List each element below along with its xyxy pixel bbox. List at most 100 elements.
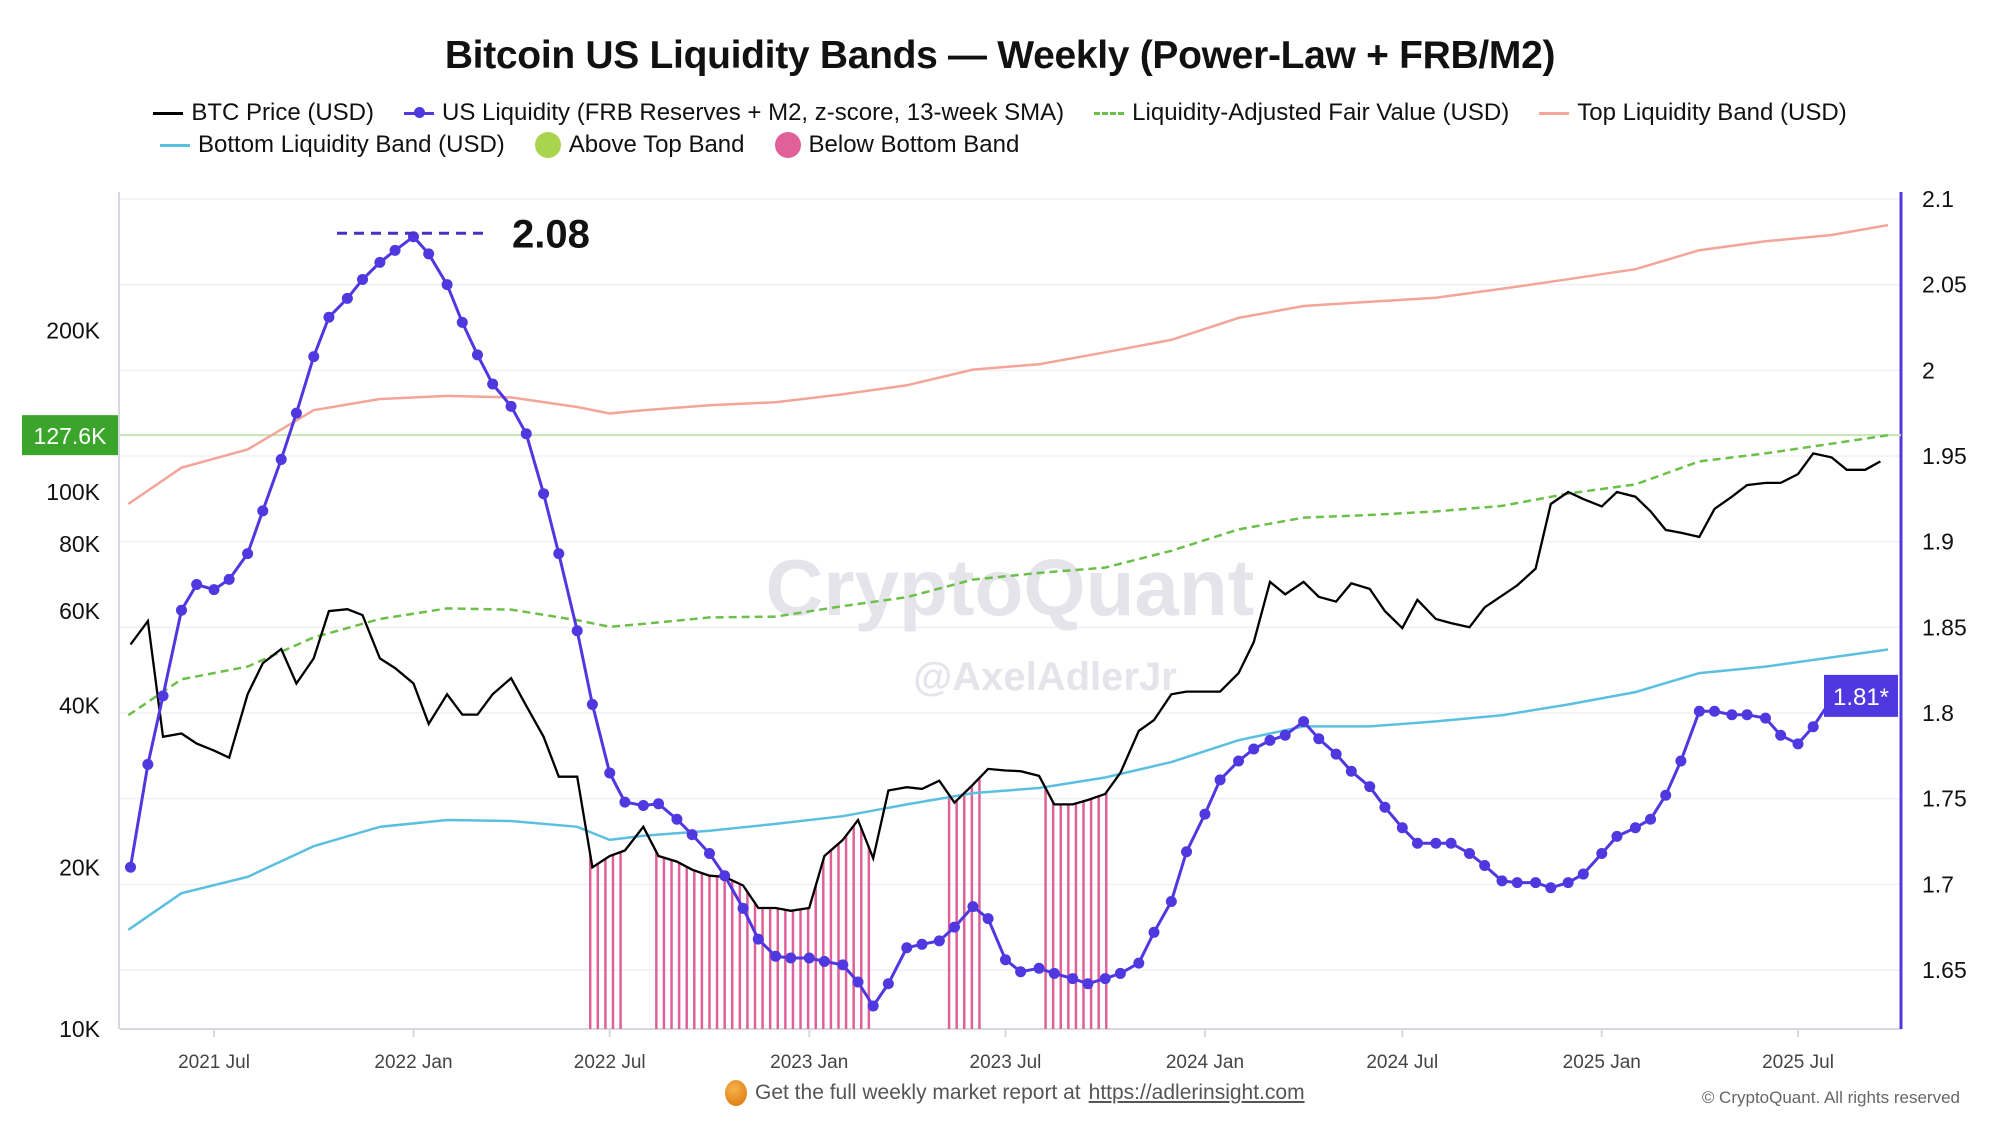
us-liquidity-point	[1775, 729, 1787, 741]
us-liquidity-point	[1181, 846, 1193, 858]
current-liquidity-label: 1.81*	[1833, 684, 1889, 711]
legend-label: Top Liquidity Band (USD)	[1577, 99, 1847, 126]
x-tick-label: 2024 Jan	[1166, 1052, 1244, 1073]
us-liquidity-point	[1233, 755, 1245, 767]
us-liquidity-point	[1248, 743, 1260, 755]
legend-item-fair[interactable]: Liquidity-Adjusted Fair Value (USD)	[1094, 99, 1509, 127]
us-liquidity-point	[1364, 781, 1376, 793]
us-liquidity-point	[1214, 774, 1226, 786]
orange-circle-icon	[725, 1080, 747, 1106]
legend-label: Above Top Band	[568, 131, 745, 158]
us-liquidity-point	[1148, 926, 1160, 938]
us-liquidity-point	[374, 256, 386, 268]
current-liquidity-box	[1824, 674, 1898, 717]
us-liquidity-point	[933, 935, 945, 947]
us-liquidity-point	[423, 248, 435, 260]
us-liquidity-point	[1114, 967, 1126, 979]
us-liquidity-point	[157, 690, 169, 702]
us-liquidity-point	[1099, 973, 1111, 985]
us-liquidity-point	[1611, 830, 1623, 842]
legend-swatch-top	[1539, 111, 1570, 115]
legend-label: BTC Price (USD)	[191, 99, 374, 126]
us-liquidity-point	[882, 978, 894, 990]
us-liquidity-point	[1596, 847, 1608, 859]
us-liquidity-point	[175, 604, 187, 616]
us-liquidity-point	[586, 698, 598, 710]
y-right-tick-label: 1.85	[1922, 614, 1967, 640]
us-liquidity-point	[471, 349, 483, 361]
legend-swatch-below	[774, 132, 801, 158]
us-liquidity-point	[553, 548, 565, 560]
us-liquidity-point	[1015, 966, 1027, 978]
legend-row-1: BTC Price (USD) US Liquidity (FRB Reserve…	[0, 99, 2000, 127]
us-liquidity-point	[1545, 882, 1557, 894]
legend-item-liq[interactable]: US Liquidity (FRB Reserves + M2, z-score…	[403, 99, 1065, 127]
y-right-tick-label: 2	[1922, 357, 1935, 383]
x-tick-label: 2022 Jan	[374, 1052, 452, 1073]
us-liquidity-point	[242, 548, 254, 560]
legend-label: US Liquidity (FRB Reserves + M2, z-score…	[441, 99, 1065, 126]
y-right-tick-label: 2.05	[1922, 272, 1967, 298]
us-liquidity-point	[1067, 973, 1079, 985]
x-tick-label: 2023 Jan	[770, 1052, 848, 1073]
us-liquidity-point	[803, 952, 815, 964]
us-liquidity-point	[604, 767, 616, 779]
us-liquidity-point	[487, 378, 499, 390]
legend-item-btc[interactable]: BTC Price (USD)	[153, 99, 374, 127]
us-liquidity-point	[1562, 877, 1574, 889]
us-liquidity-point	[619, 796, 631, 808]
us-liquidity-point	[456, 316, 468, 328]
us-liquidity-point	[1463, 847, 1475, 859]
y-left-tick-label: 60K	[59, 598, 101, 624]
us-liquidity-point	[290, 407, 302, 419]
us-liquidity-point	[1759, 712, 1771, 724]
x-tick-label: 2021 Jul	[178, 1052, 250, 1073]
us-liquidity-point	[1264, 734, 1276, 746]
us-liquidity-point	[703, 847, 715, 859]
fair-value-line	[127, 433, 1889, 717]
legend-swatch-liq	[403, 106, 434, 118]
x-tick-label: 2025 Jul	[1762, 1052, 1834, 1073]
x-tick-label: 2022 Jul	[574, 1052, 646, 1073]
us-liquidity-point	[1033, 962, 1045, 974]
legend-swatch-btc	[153, 111, 184, 115]
us-liquidity-point	[1313, 733, 1325, 745]
legend-item-bottom[interactable]: Bottom Liquidity Band (USD)	[160, 131, 505, 159]
us-liquidity-point	[538, 488, 550, 500]
us-liquidity-point	[1530, 877, 1542, 889]
us-liquidity-point	[770, 950, 782, 962]
legend-item-below[interactable]: Below Bottom Band	[774, 131, 1019, 159]
us-liquidity-point	[967, 901, 979, 913]
chart-title: Bitcoin US Liquidity Bands — Weekly (Pow…	[444, 34, 1556, 77]
legend-item-top[interactable]: Top Liquidity Band (USD)	[1539, 99, 1847, 127]
us-liquidity-point	[341, 292, 353, 304]
us-liquidity-point	[686, 829, 698, 841]
us-liquidity-point	[949, 921, 961, 933]
us-liquidity-point	[752, 933, 764, 945]
legend-label: Liquidity-Adjusted Fair Value (USD)	[1132, 99, 1510, 126]
report-link[interactable]: https://adlerinsight.com	[1088, 1081, 1305, 1104]
us-liquidity-point	[982, 913, 994, 925]
us-liquidity-point	[1511, 877, 1523, 889]
us-liquidity-point	[1629, 822, 1641, 834]
us-liquidity-point	[1082, 978, 1094, 990]
y-left-tick-label: 40K	[59, 693, 101, 719]
x-tick-label: 2024 Jul	[1366, 1052, 1438, 1073]
us-liquidity-point	[737, 902, 749, 914]
us-liquidity-point	[671, 813, 683, 825]
legend-label: Bottom Liquidity Band (USD)	[198, 131, 505, 158]
us-liquidity-point	[125, 861, 137, 873]
peak-annotation-label: 2.08	[512, 212, 590, 256]
bottom-band-line	[127, 648, 1889, 931]
legend-item-above[interactable]: Above Top Band	[534, 131, 745, 159]
us-liquidity-point	[1660, 789, 1672, 801]
us-liquidity-point	[1709, 705, 1721, 717]
us-liquidity-point	[1411, 837, 1423, 849]
us-liquidity-point	[785, 952, 797, 964]
us-liquidity-point	[637, 800, 649, 812]
us-liquidity-point	[1792, 738, 1804, 750]
y-right-tick-label: 1.95	[1922, 443, 1967, 469]
x-tick-label: 2023 Jul	[970, 1052, 1042, 1073]
y-left-tick-label: 10K	[59, 1016, 101, 1042]
